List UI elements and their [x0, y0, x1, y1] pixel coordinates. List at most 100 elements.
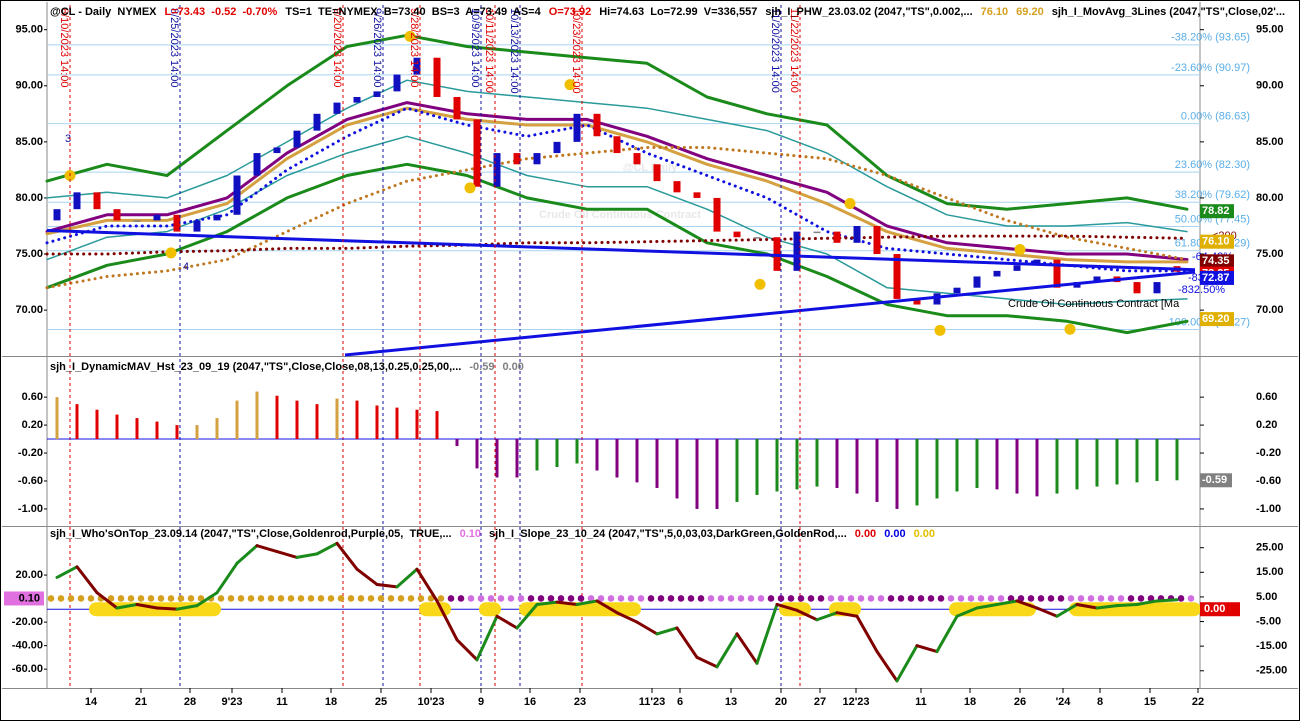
header-part: sjh_I_PHW_23.03.02 (2047,"TS",0.002,... [765, 6, 972, 18]
state-dot [807, 595, 815, 602]
histogram-bar [1115, 439, 1119, 485]
pivot-dot [564, 79, 576, 91]
indicator-segment [335, 541, 359, 571]
state-dot [1037, 595, 1045, 602]
candle-body [1153, 282, 1161, 294]
candle-body [1093, 276, 1101, 283]
header-part: L=73.43 -0.52 -0.70% [165, 6, 278, 18]
price-label-box [1200, 234, 1234, 249]
candle-body [313, 113, 321, 131]
x-tick-label: 11 [915, 696, 927, 708]
pivot-dot [464, 182, 476, 194]
state-dot [47, 595, 55, 602]
indicator-segment [1115, 602, 1139, 608]
y-tick-label: -0.20 [18, 447, 43, 459]
indicator-segment [635, 620, 659, 636]
x-tick-label: 26 [1014, 696, 1026, 708]
state-dot [117, 595, 125, 602]
state-dot [557, 595, 565, 602]
candle-body [393, 74, 401, 92]
state-dot [567, 595, 575, 602]
header-part: sjh_I_MovAvg_3Lines (2047,"TS",Close,02'… [1052, 6, 1285, 18]
wave-label: 4 [183, 261, 189, 273]
indicator-segment [75, 565, 99, 595]
watermark: @CL Daily [623, 162, 678, 174]
y-tick-label: 80.00 [1256, 192, 1284, 204]
candle-body [213, 214, 221, 221]
y-tick-label: -25.00 [1256, 665, 1287, 677]
x-tick-label: 20 [775, 696, 787, 708]
histogram-bar [1175, 439, 1179, 481]
histogram-bar [675, 439, 679, 499]
y-tick-label: 90.00 [15, 80, 43, 92]
candle-body [513, 153, 521, 165]
state-dot [487, 595, 495, 602]
x-tick-label: 23 [574, 696, 586, 708]
flat-slope-range [949, 602, 1036, 617]
state-dot [1137, 595, 1145, 602]
histogram-bar [415, 409, 419, 440]
candle-body [273, 147, 281, 154]
y-tick-label: 0.60 [22, 391, 43, 403]
indicator-segment [775, 602, 799, 612]
pivot-dot [754, 278, 766, 290]
histogram-bar [755, 439, 759, 495]
state-dot [317, 595, 325, 602]
header-part: -0.59 [469, 361, 494, 373]
y-tick-label: 0.20 [22, 419, 43, 431]
y-tick-label: -0.60 [18, 475, 43, 487]
candle-body [193, 220, 201, 232]
state-dot [1067, 595, 1075, 602]
histogram-bar [1075, 439, 1079, 490]
indicator-segment [495, 614, 519, 630]
x-tick-label: '24 [1056, 696, 1072, 708]
y-tick-label: -60.00 [12, 663, 43, 675]
x-tick-label: 12'23 [842, 696, 869, 708]
candle-body [73, 192, 81, 210]
state-dot [187, 595, 195, 602]
trendline [46, 229, 1196, 272]
histogram-bar [555, 439, 559, 468]
candle-body [53, 209, 61, 221]
price-label-box [1200, 312, 1234, 327]
price-label: 76.10 [1202, 236, 1230, 248]
indicator-segment [375, 582, 399, 589]
header-part: 76.10 [981, 6, 1009, 18]
y-tick-label: 20.00 [15, 569, 43, 581]
candle-body [1053, 259, 1061, 288]
state-dot [797, 595, 805, 602]
header-part: @CL - Daily NYMEX [50, 6, 157, 18]
state-dot [937, 595, 945, 602]
indicator-line [45, 162, 1189, 335]
y-tick-label: 85.00 [1256, 136, 1284, 148]
state-dot [227, 595, 235, 602]
indicator-segment [1015, 599, 1039, 610]
event-label: 9/26/2023 14:00 [371, 8, 383, 88]
x-tick-label: 10'23 [417, 696, 444, 708]
header-part: 0.00 [855, 528, 876, 540]
y-tick-label: -0.20 [1256, 447, 1281, 459]
indicator-segment [615, 611, 639, 624]
state-dot [357, 595, 365, 602]
price-label: 69.20 [1202, 313, 1230, 325]
histogram-bar [1035, 439, 1039, 497]
state-dot [327, 595, 335, 602]
histogram-bar [495, 439, 499, 478]
value-label-box [1200, 473, 1232, 488]
x-tick-label: 6 [677, 696, 683, 708]
indicator-segment [735, 632, 759, 665]
watermark: Crude Oil Continuous Contract [539, 209, 701, 221]
histogram-bar [1095, 439, 1099, 487]
state-dot [497, 595, 505, 602]
symbol-label: Crude Oil Continuous Contract [Ma [1008, 298, 1180, 310]
histogram-bar [515, 439, 519, 478]
x-tick-label: 9 [478, 696, 484, 708]
indicator-segment [595, 599, 619, 615]
histogram-bar [895, 439, 899, 509]
state-dot [537, 595, 545, 602]
state-dot [407, 595, 415, 602]
state-dot [857, 595, 865, 602]
state-dot [1077, 595, 1085, 602]
histogram-bar [295, 400, 299, 440]
